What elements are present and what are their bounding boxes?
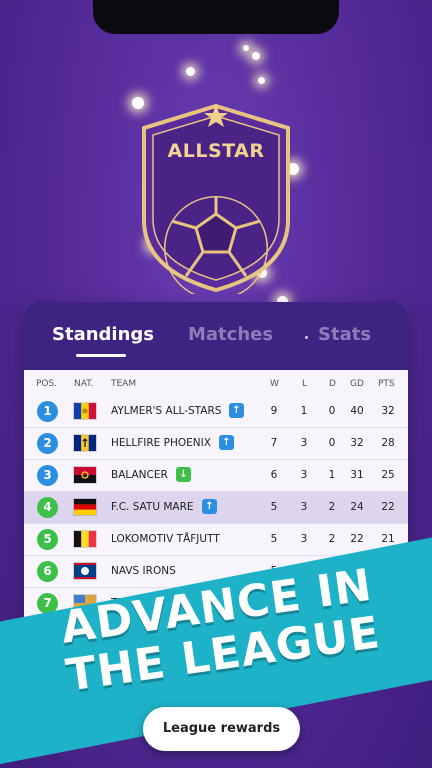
header-l: L bbox=[302, 379, 308, 389]
draws: 2 bbox=[328, 533, 336, 545]
goal-difference: 40 bbox=[350, 405, 364, 417]
allstar-league-badge: ALLSTAR bbox=[136, 102, 296, 294]
notification-dot bbox=[305, 336, 308, 339]
losses: 3 bbox=[300, 437, 308, 449]
draws: 2 bbox=[328, 501, 336, 513]
device-notch bbox=[93, 0, 339, 34]
header-pts: PTS bbox=[378, 379, 395, 389]
position-badge: 7 bbox=[37, 593, 58, 614]
header-w: W bbox=[270, 379, 279, 389]
header-d: D bbox=[329, 379, 336, 389]
points: 25 bbox=[381, 469, 395, 481]
table-row[interactable]: 2 HELLFIRE PHOENIX ↑ 7 3 0 32 28 bbox=[24, 428, 408, 460]
sparkle bbox=[257, 268, 267, 278]
position-badge: 3 bbox=[37, 465, 58, 486]
team-name: HELLFIRE PHOENIX bbox=[111, 437, 211, 449]
tab-stats[interactable]: Stats bbox=[318, 324, 372, 345]
arrow-up-icon: ↑ bbox=[202, 499, 217, 514]
losses: 3 bbox=[300, 533, 308, 545]
sparkle bbox=[252, 52, 260, 60]
header-nat: NAT. bbox=[74, 379, 94, 389]
wins: 9 bbox=[270, 405, 278, 417]
goal-difference: 31 bbox=[350, 469, 364, 481]
points: 21 bbox=[381, 533, 395, 545]
position-badge: 4 bbox=[37, 497, 58, 518]
table-row[interactable]: 4 F.C. SATU MARE ↑ 5 3 2 24 22 bbox=[24, 492, 408, 524]
table-row[interactable]: 1 AYLMER'S ALL-STARS ↑ 9 1 0 40 32 bbox=[24, 396, 408, 428]
active-tab-indicator bbox=[76, 354, 126, 357]
league-rewards-button[interactable]: League rewards bbox=[143, 707, 300, 751]
badge-title: ALLSTAR bbox=[167, 140, 265, 162]
nation-flag-icon bbox=[74, 563, 96, 579]
nation-flag-icon bbox=[74, 499, 96, 515]
team-name: BALANCER bbox=[111, 469, 168, 481]
arrow-down-icon: ↓ bbox=[176, 467, 191, 482]
tab-matches[interactable]: Matches bbox=[188, 324, 274, 345]
team-name: AYLMER'S ALL-STARS bbox=[111, 405, 222, 417]
losses: 1 bbox=[300, 405, 308, 417]
wins: 6 bbox=[270, 469, 278, 481]
header-pos: POS. bbox=[36, 379, 58, 389]
table-row[interactable]: 5 LOKOMOTIV TÅFJUTT 5 3 2 22 21 bbox=[24, 524, 408, 556]
team-name: F.C. SATU MARE bbox=[111, 501, 194, 513]
team-name: LOKOMOTIV TÅFJUTT bbox=[111, 533, 220, 545]
tab-standings[interactable]: Standings bbox=[52, 324, 154, 345]
tab-bar: Standings Matches Stats bbox=[24, 302, 408, 370]
nation-flag-icon bbox=[74, 403, 96, 419]
draws: 0 bbox=[328, 437, 336, 449]
table-header: POS. NAT. TEAM W L D GD PTS bbox=[24, 374, 408, 394]
wins: 7 bbox=[270, 437, 278, 449]
arrow-up-icon: ↑ bbox=[229, 403, 244, 418]
points: 22 bbox=[381, 501, 395, 513]
position-badge: 2 bbox=[37, 433, 58, 454]
sparkle bbox=[258, 77, 265, 84]
goal-difference: 32 bbox=[350, 437, 364, 449]
goal-difference: 24 bbox=[350, 501, 364, 513]
position-badge: 1 bbox=[37, 401, 58, 422]
wins: 5 bbox=[270, 533, 278, 545]
header-team: TEAM bbox=[111, 379, 137, 389]
points: 32 bbox=[381, 405, 395, 417]
draws: 1 bbox=[328, 469, 336, 481]
position-badge: 5 bbox=[37, 529, 58, 550]
sparkle bbox=[243, 45, 249, 51]
team-name: NAVS IRONS bbox=[111, 565, 176, 577]
nation-flag-icon bbox=[74, 531, 96, 547]
goal-difference: 22 bbox=[350, 533, 364, 545]
wins: 5 bbox=[270, 501, 278, 513]
losses: 3 bbox=[300, 469, 308, 481]
shield-icon bbox=[142, 103, 290, 294]
points: 28 bbox=[381, 437, 395, 449]
sparkle bbox=[186, 67, 195, 76]
losses: 3 bbox=[300, 501, 308, 513]
table-row[interactable]: 3 BALANCER ↓ 6 3 1 31 25 bbox=[24, 460, 408, 492]
sparkle bbox=[132, 97, 144, 109]
nation-flag-icon bbox=[74, 467, 96, 483]
nation-flag-icon bbox=[74, 435, 96, 451]
arrow-up-icon: ↑ bbox=[219, 435, 234, 450]
header-gd: GD bbox=[350, 379, 364, 389]
draws: 0 bbox=[328, 405, 336, 417]
position-badge: 6 bbox=[37, 561, 58, 582]
sparkle bbox=[277, 296, 288, 307]
